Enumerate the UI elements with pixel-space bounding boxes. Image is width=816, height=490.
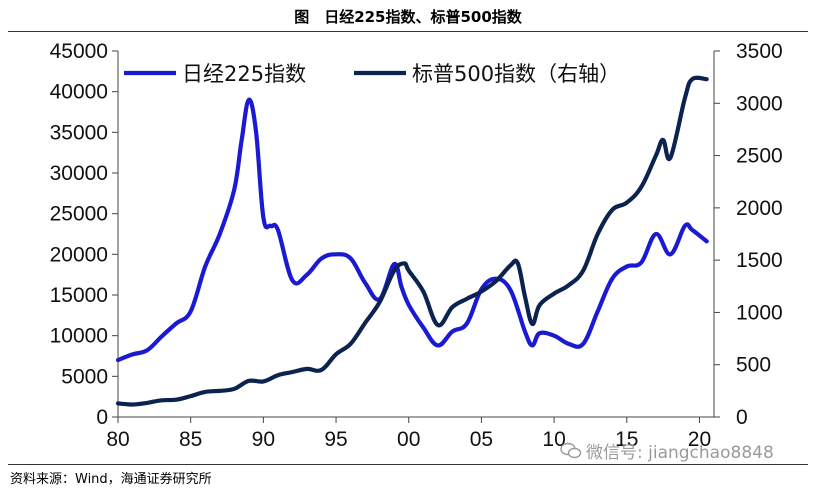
right-y-tick-label: 1000	[736, 301, 783, 324]
x-tick-label: 15	[615, 428, 638, 451]
legend-entry-nikkei-225-label: 日经225指数	[182, 62, 306, 86]
watermark-text: 微信号: jiangchao8848	[586, 443, 774, 463]
right-y-tick-label: 2000	[736, 197, 783, 220]
wechat-icon	[560, 442, 582, 458]
x-tick-label: 05	[470, 428, 493, 451]
x-tick-label: 80	[106, 428, 129, 451]
left-y-tick-label: 30000	[50, 162, 108, 185]
x-tick-label: 20	[688, 428, 711, 451]
left-y-tick-label: 10000	[50, 325, 108, 348]
right-y-tick-label: 1500	[736, 249, 783, 272]
watermark: 微信号: jiangchao8848	[560, 438, 774, 463]
x-tick-label: 90	[252, 428, 275, 451]
sp500-series-line	[115, 75, 709, 407]
right-y-tick-label: 3500	[736, 40, 783, 63]
nikkei-225-series-line	[115, 97, 709, 363]
left-y-tick-label: 45000	[50, 40, 108, 63]
left-y-tick-label: 5000	[61, 365, 108, 388]
legend-entry-sp500-label: 标普500指数（右轴）	[412, 62, 620, 86]
title-divider	[8, 31, 808, 32]
source-note: 资料来源：Wind，海通证券研究所	[10, 472, 212, 487]
x-tick-label: 10	[542, 428, 565, 451]
left-y-tick-label: 0	[96, 406, 108, 429]
left-y-tick-label: 35000	[50, 121, 108, 144]
left-y-tick-label: 15000	[50, 284, 108, 307]
x-tick-label: 95	[324, 428, 347, 451]
x-tick-label: 00	[397, 428, 420, 451]
x-tick-label: 85	[179, 428, 202, 451]
left-y-tick-label: 25000	[50, 203, 108, 226]
right-y-tick-label: 500	[736, 354, 771, 377]
figure-title: 图 日经225指数、标普500指数	[294, 7, 522, 26]
left-y-tick-label: 20000	[50, 243, 108, 266]
right-y-tick-label: 2500	[736, 145, 783, 168]
left-y-tick-label: 40000	[50, 81, 108, 104]
right-y-tick-label: 3000	[736, 92, 783, 115]
line-chart: 0500010000150002000025000300003500040000…	[50, 40, 783, 451]
right-y-tick-label: 0	[736, 406, 748, 429]
footer-divider	[8, 464, 808, 465]
